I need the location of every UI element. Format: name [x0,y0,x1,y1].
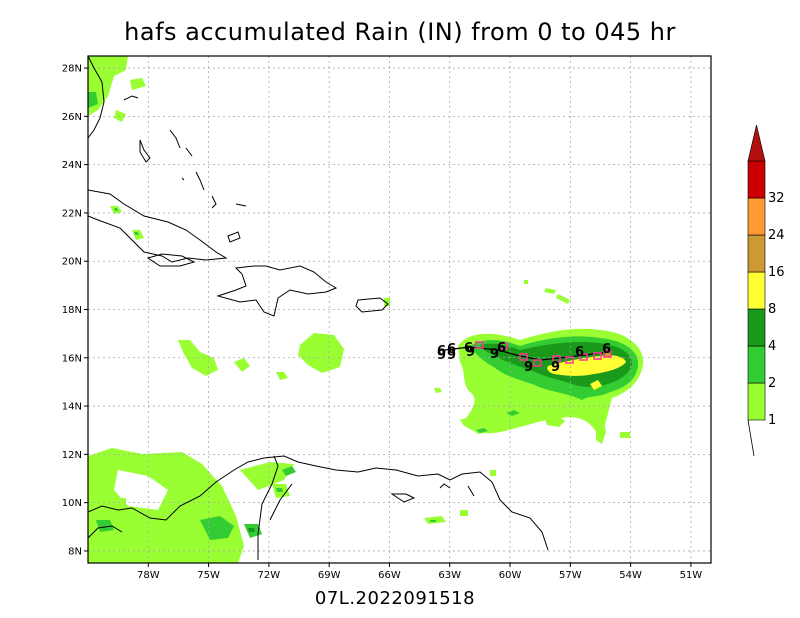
track-label-9: 9 [447,348,456,363]
track-label-6: 6 [447,342,456,357]
lat-tick-label: 24N [62,160,82,171]
lon-tick-label: 69W [318,570,341,581]
colorbar-level-label: 24 [768,228,785,243]
track-label-6: 6 [497,341,506,356]
track-marker [603,350,612,358]
colorbar-segment [747,197,766,236]
storm-track: 6 6 6 6 6 69 9 9 99 9 [437,341,612,375]
track-label-9: 9 [437,348,446,363]
track-label-9: 9 [551,360,560,375]
cuba-coast [88,189,228,263]
lon-tick-label: 72W [258,570,281,581]
lat-tick-label: 26N [62,112,82,123]
lon-tick-label: 60W [499,570,522,581]
rain-swath-core [547,355,626,376]
colorbar-level-label: 2 [768,376,776,391]
colorbar-bottom-tail [747,419,755,457]
colorbar-segment [747,271,766,310]
lat-tick-label: 28N [62,64,82,75]
colorbar-level-label: 4 [768,339,776,354]
track-label-6: 6 [464,341,473,356]
track-line [444,346,609,361]
track-marker [552,355,561,363]
lat-tick-label: 14N [62,402,82,413]
track-label-9: 9 [490,347,499,362]
lat-tick-label: 20N [62,257,82,268]
rain-patch-southwest [88,448,244,563]
lon-tick-label: 75W [197,570,220,581]
track-marker [593,352,602,360]
chart-title: hafs accumulated Rain (IN) from 0 to 045… [124,18,676,46]
rain-patch-northwest [88,56,128,116]
colorbar-top-arrow [747,124,766,162]
lon-tick-label: 66W [378,570,401,581]
lat-tick-label: 16N [62,353,82,364]
track-label-6: 6 [602,342,611,357]
coastlines [88,56,549,560]
lat-tick-label: 18N [62,305,82,316]
track-marker [475,341,484,349]
rain-patch-central [298,333,344,373]
track-label-9: 9 [524,360,533,375]
lon-tick-label: 63W [438,570,461,581]
hispaniola-coast [216,265,338,317]
lat-tick-label: 22N [62,208,82,219]
track-marker [565,356,574,364]
colorbar-level-label: 1 [768,413,776,428]
lat-tick-label: 12N [62,450,82,461]
colorbar-segment [747,234,766,273]
colorbar-segment [747,308,766,347]
lon-tick-label: 57W [559,570,582,581]
track-marker [519,353,528,361]
track-label-9: 9 [466,345,475,360]
lon-tick-label: 78W [137,570,160,581]
lat-tick-label: 8N [68,546,82,557]
track-label-6: 6 [437,344,446,359]
south-america-coast [88,455,549,551]
colorbar-level-label: 16 [768,265,785,280]
lat-tick-label: 10N [62,498,82,509]
track-marker [499,342,508,350]
run-id-label: 07L.2022091518 [314,588,476,609]
lon-axis: 78W 75W 72W 69W 66W 63W 60W 57W 54W 51W [137,563,702,581]
colorbar-segment [747,382,766,421]
colorbar-level-label: 32 [768,191,785,206]
lat-axis: 8N 10N 12N 14N 16N 18N 20N 22N 24N 26N 28N [62,64,88,557]
lon-tick-label: 54W [619,570,642,581]
lon-tick-label: 51W [680,570,703,581]
track-label-6: 6 [575,345,584,360]
track-marker [533,359,542,367]
map-grid [88,56,711,563]
colorbar-level-label: 8 [768,302,776,317]
colorbar-segment [747,160,766,199]
colorbar-segment [747,345,766,384]
track-marker [579,353,588,361]
